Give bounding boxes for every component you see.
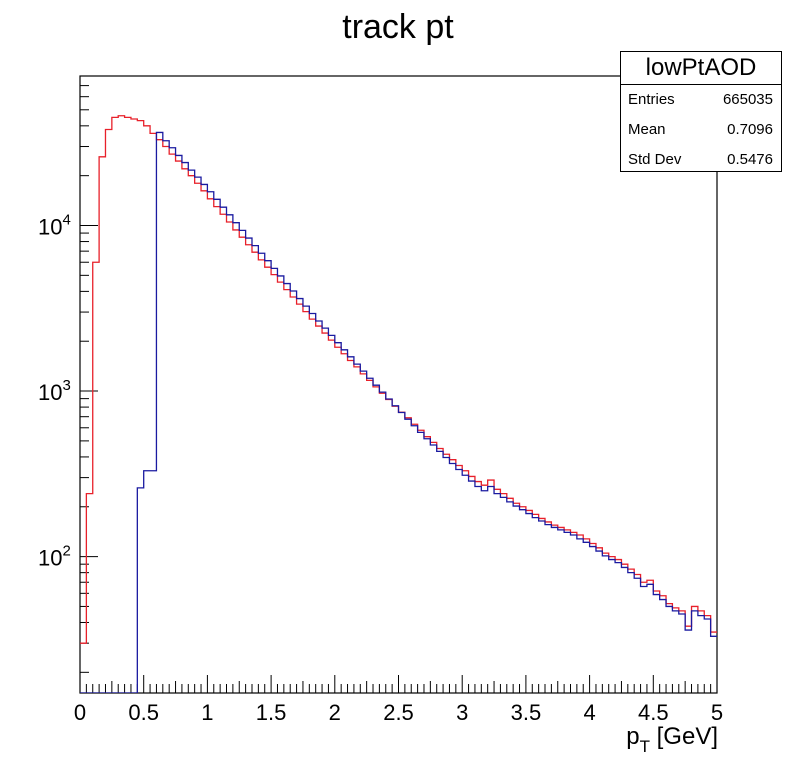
x-tick-label: 3.5 — [511, 700, 542, 725]
y-tick-label: 104 — [38, 212, 71, 240]
x-tick-label: 1.5 — [256, 700, 287, 725]
x-tick-label: 4.5 — [638, 700, 669, 725]
stats-row-entries: Entries 665035 — [621, 85, 781, 115]
x-tick-label: 5 — [711, 700, 723, 725]
stats-value: 665035 — [722, 91, 773, 108]
x-tick-label: 1 — [201, 700, 213, 725]
histogram-series-2 — [80, 131, 717, 693]
x-tick-label: 2 — [329, 700, 341, 725]
stats-title: lowPtAOD — [621, 52, 781, 85]
stats-key: Std Dev — [628, 151, 682, 168]
x-axis-label-subscript: T — [640, 737, 650, 756]
y-tick-label: 102 — [38, 543, 71, 571]
x-axis-label: pT [GeV] — [626, 723, 718, 756]
series-layer — [80, 115, 717, 693]
stats-box: lowPtAOD Entries 665035 Mean 0.7096 Std … — [620, 51, 782, 172]
x-tick-label: 0 — [74, 700, 86, 725]
stats-value: 0.7096 — [727, 121, 773, 138]
x-tick-label: 4 — [583, 700, 595, 725]
x-axis-label-unit: [GeV] — [650, 723, 718, 750]
stats-row-stddev: Std Dev 0.5476 — [621, 145, 781, 175]
x-tick-label: 0.5 — [128, 700, 159, 725]
stats-value: 0.5476 — [727, 151, 773, 168]
axes: 0 0.5 1 1.5 2 2.5 3 3.5 4 4.5 5 102 103 104 — [38, 75, 723, 725]
x-tick-label: 2.5 — [383, 700, 414, 725]
stats-key: Entries — [628, 91, 675, 108]
x-tick-label: 3 — [456, 700, 468, 725]
stats-key: Mean — [628, 121, 666, 138]
x-axis-label-main: p — [626, 723, 639, 750]
chart-title: track pt — [342, 8, 454, 46]
stats-row-mean: Mean 0.7096 — [621, 115, 781, 145]
y-tick-label: 103 — [38, 377, 71, 405]
